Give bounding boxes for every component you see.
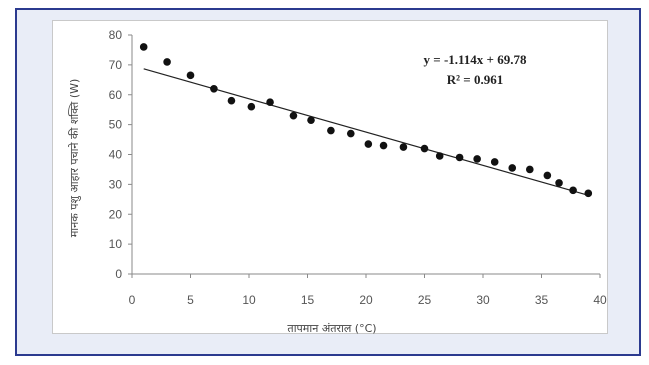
- data-point: [490, 158, 499, 166]
- data-point: [210, 84, 218, 93]
- x-axis-title: तापमान अंतराल (°C): [287, 322, 376, 335]
- y-tick-label: 60: [109, 88, 123, 102]
- data-point: [526, 165, 534, 174]
- x-tick-label: 15: [301, 293, 315, 307]
- data-point: [555, 179, 563, 187]
- y-tick-label: 30: [109, 177, 123, 191]
- data-point: [508, 164, 517, 172]
- data-point: [139, 43, 148, 51]
- x-tick-label: 35: [535, 293, 549, 307]
- data-point: [435, 152, 444, 160]
- x-tick-label: 40: [593, 293, 607, 307]
- y-tick-label: 50: [109, 118, 123, 132]
- data-point: [473, 155, 481, 163]
- y-tick-label: 80: [109, 28, 123, 42]
- data-point: [227, 96, 236, 105]
- y-tick-label: 70: [109, 58, 123, 72]
- data-point: [455, 153, 464, 162]
- x-tick-label: 10: [242, 293, 256, 307]
- data-point: [289, 111, 298, 120]
- y-axis-title: मानक पशु आहार पचाने की शक्ति (W): [68, 79, 81, 238]
- data-point: [569, 186, 577, 195]
- r-squared-label: R² = 0.961: [447, 72, 503, 87]
- x-tick-label: 30: [476, 293, 490, 307]
- x-tick-label: 25: [418, 293, 432, 307]
- x-tick-label: 0: [129, 293, 136, 307]
- data-point: [364, 140, 373, 148]
- y-tick-label: 0: [115, 267, 122, 281]
- data-point: [266, 98, 274, 107]
- figure-frame: [15, 8, 641, 356]
- y-tick-label: 40: [109, 148, 123, 162]
- linear-trendline: [143, 68, 589, 196]
- data-point: [399, 143, 408, 151]
- data-point: [247, 102, 256, 111]
- data-point: [584, 189, 593, 198]
- y-tick-label: 20: [109, 207, 123, 221]
- data-point: [327, 126, 335, 135]
- y-tick-label: 10: [109, 237, 123, 251]
- data-point: [379, 141, 388, 150]
- data-point: [163, 58, 171, 66]
- trendline-equation: y = -1.114x + 69.78: [424, 52, 527, 67]
- data-point: [346, 129, 355, 138]
- data-point: [186, 71, 195, 80]
- trendline-group: [143, 68, 589, 196]
- y-axis: 0 10 20 30 40 50 60 70 80: [109, 28, 133, 281]
- x-tick-label: 5: [187, 293, 194, 307]
- plot-panel: [52, 20, 608, 334]
- data-point: [420, 144, 429, 153]
- data-point: [543, 171, 552, 180]
- x-tick-label: 20: [359, 293, 373, 307]
- data-points: [139, 43, 593, 198]
- x-axis: 0 5 10 15 20 25 30 35 40: [129, 273, 607, 307]
- data-point: [307, 116, 315, 124]
